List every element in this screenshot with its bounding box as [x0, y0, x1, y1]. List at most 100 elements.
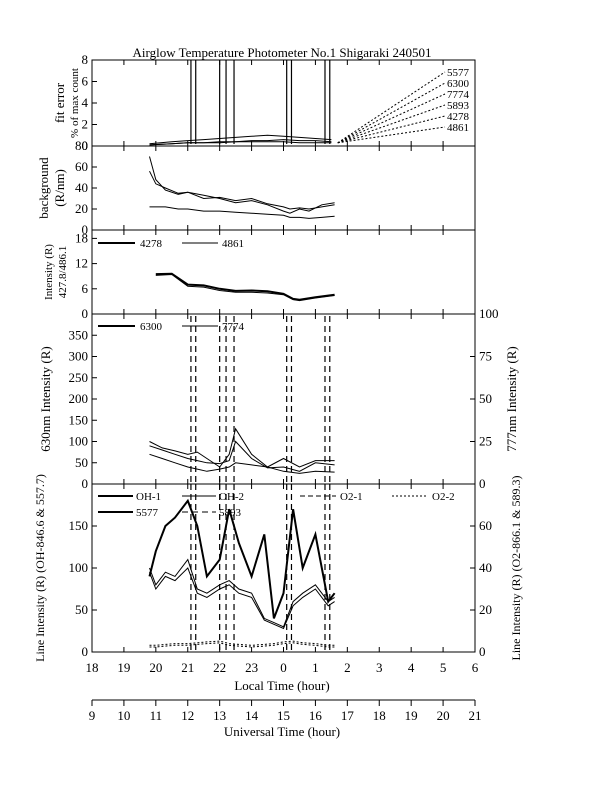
y-tick-label: 50: [75, 602, 88, 617]
legend-label-5893: 5893: [219, 507, 242, 519]
line-intensity-ylabel-right: Line Intensity (R) (O2-866.1 & 589.3): [509, 476, 523, 661]
ut-tick-label: 10: [117, 708, 130, 723]
y-tick-label: 20: [75, 201, 88, 216]
y-tick-label: 40: [75, 180, 88, 195]
legend-line: [337, 126, 446, 144]
background-ylabel: background: [36, 157, 51, 219]
y-tick-label: 50: [75, 455, 88, 470]
line-intensity-series-5577: [148, 498, 336, 619]
fit-error-legend-label: 5577: [447, 67, 470, 79]
y-tick-label: 350: [69, 327, 89, 342]
y2-tick-label: 60: [479, 518, 492, 533]
local-time-tick-label: 3: [376, 660, 383, 675]
ut-tick-label: 16: [309, 708, 323, 723]
y2-tick-label: 0: [479, 476, 486, 491]
y-tick-label: 0: [82, 306, 89, 321]
fit-error-series-7774: [149, 139, 332, 146]
y-tick-label: 12: [75, 256, 88, 271]
line-intensity-series-O2-2: [149, 642, 335, 648]
y-tick-label: 150: [69, 412, 89, 427]
local-time-tick-label: 19: [117, 660, 130, 675]
line-intensity-ylabel: Line Intensity (R) (OH-846.6 & 557.7): [33, 474, 47, 662]
y2-tick-label: 100: [479, 306, 499, 321]
legend-label-oh2: OH-2: [219, 491, 244, 503]
y-tick-label: 250: [69, 370, 89, 385]
panel-630-series-6300c: [149, 453, 335, 474]
background-ylabel-2: (R/nm): [52, 169, 67, 207]
local-time-tick-label: 21: [181, 660, 194, 675]
ut-tick-label: 21: [469, 708, 482, 723]
background-series-s3: [149, 206, 335, 219]
legend-label-7774: 7774: [222, 321, 245, 333]
background-series-s1: [149, 156, 335, 214]
line-intensity-series-OH-2: [149, 567, 335, 630]
background-panel-frame: [91, 145, 476, 231]
y-tick-label: 80: [75, 138, 88, 153]
intensity-427-ylabel-2: 427.8/486.1: [57, 246, 69, 299]
y-tick-label: 4: [82, 95, 89, 110]
ut-tick-label: 17: [341, 708, 355, 723]
local-time-tick-label: 5: [440, 660, 447, 675]
local-time-tick-label: 18: [86, 660, 99, 675]
local-time-tick-label: 22: [213, 660, 226, 675]
y-tick-label: 6: [82, 281, 89, 296]
y-tick-label: 150: [69, 518, 89, 533]
local-time-tick-label: 6: [472, 660, 479, 675]
line-intensity-series-O2-1: [149, 640, 335, 646]
legend-label-oh1: OH-1: [136, 491, 161, 503]
ut-tick-label: 15: [277, 708, 290, 723]
630-ylabel: 630nm Intensity (R): [38, 346, 53, 451]
legend-line: [337, 93, 446, 144]
ut-tick-label: 13: [213, 708, 226, 723]
ut-tick-label: 9: [89, 708, 96, 723]
y2-tick-label: 25: [479, 434, 492, 449]
y-tick-label: 0: [82, 476, 89, 491]
ut-tick-label: 20: [437, 708, 450, 723]
legend-label-6300: 6300: [140, 321, 163, 333]
fit-error-legend-label: 6300: [447, 78, 470, 90]
y-tick-label: 18: [75, 230, 88, 245]
panel-630-series-6300b: [149, 440, 335, 472]
universal-time-label: Universal Time (hour): [224, 724, 340, 739]
local-time-tick-label: 23: [245, 660, 258, 675]
intensity-427-ylabel: Intensity (R): [43, 244, 55, 300]
local-time-tick-label: 20: [149, 660, 162, 675]
ut-tick-label: 19: [405, 708, 418, 723]
ut-tick-label: 14: [245, 708, 259, 723]
legend-line: [337, 71, 446, 144]
y-tick-label: 6: [82, 74, 89, 89]
y-tick-label: 100: [69, 560, 89, 575]
legend-label-4861: 4861: [222, 238, 244, 250]
y-tick-label: 300: [69, 349, 89, 364]
local-time-tick-label: 0: [280, 660, 287, 675]
fit-error-ylabel-2: % of max count: [69, 68, 81, 138]
panel-630-series-6300: [149, 427, 335, 468]
fit-error-panel-frame: [91, 59, 476, 147]
y-tick-label: 100: [69, 434, 89, 449]
intensity-427-series-4278: [155, 272, 335, 301]
y2-tick-label: 0: [479, 644, 486, 659]
local-time-tick-label: 2: [344, 660, 351, 675]
ut-tick-label: 11: [150, 708, 163, 723]
y-tick-label: 200: [69, 391, 89, 406]
y-tick-label: 2: [82, 117, 89, 132]
y-tick-label: 60: [75, 159, 88, 174]
y-tick-label: 0: [82, 138, 89, 153]
fit-error-legend-label: 4861: [447, 122, 469, 134]
y-tick-label: 0: [82, 222, 89, 237]
fit-error-legend-label: 7774: [447, 89, 470, 101]
legend-line: [337, 104, 446, 144]
fit-error-ylabel: fit error: [52, 82, 67, 123]
legend-label-o21: O2-1: [340, 491, 363, 503]
y2-tick-label: 40: [479, 560, 492, 575]
line-intensity-series-OH-1: [149, 558, 335, 628]
legend-line: [337, 115, 446, 144]
local-time-tick-label: 4: [408, 660, 415, 675]
y-tick-label: 0: [82, 644, 89, 659]
legend-label-4278: 4278: [140, 238, 163, 250]
y2-tick-label: 75: [479, 349, 492, 364]
fit-error-series-5577: [149, 134, 332, 145]
fit-error-legend-label: 5893: [447, 100, 470, 112]
intensity-427-series-4861: [155, 273, 335, 302]
